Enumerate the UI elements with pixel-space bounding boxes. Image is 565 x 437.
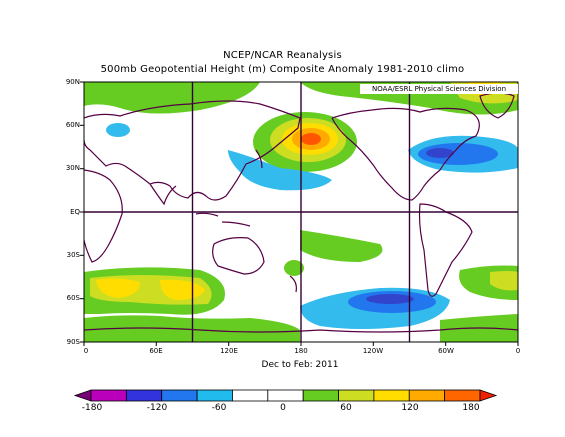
- coast-newzealand: [289, 275, 297, 293]
- lat-label-30n: 30N: [65, 164, 80, 172]
- lat-label-eq: EQ: [70, 208, 80, 216]
- coast-antarctica: [84, 327, 518, 333]
- colorbar-label-m180: -180: [81, 403, 103, 413]
- chart-title: NCEP/NCAR Reanalysis: [223, 50, 342, 61]
- chart-subtitle: 500mb Geopotential Height (m) Composite …: [100, 64, 465, 75]
- lat-label-90s: 90S: [66, 338, 80, 346]
- colorbar-swatch: [125, 389, 163, 402]
- lat-label-90n: 90N: [65, 78, 80, 86]
- colorbar-label-180: 180: [462, 403, 480, 413]
- anomaly-sh-yellow-2: [160, 279, 205, 300]
- lat-label-60s: 60S: [66, 294, 80, 302]
- coast-indonesia: [195, 212, 251, 227]
- lon-label-120e: 120E: [220, 347, 238, 355]
- anomaly-npac-red: [301, 133, 321, 145]
- coast-africa: [84, 169, 123, 263]
- lat-label-30s: 30S: [66, 251, 80, 259]
- colorbar-swatch: [232, 389, 269, 402]
- lon-label-60e: 60E: [149, 347, 163, 355]
- colorbar-left-arrow: [73, 389, 92, 402]
- coast-india: [149, 183, 177, 206]
- anomaly-sh-pacific-green: [300, 230, 383, 262]
- colorbar-label-60: 60: [340, 403, 352, 413]
- credit-label: NOAA/ESRL Physical Sciences Division: [360, 84, 518, 94]
- colorbar-label-m60: -60: [211, 403, 227, 413]
- anomaly-spac-dark: [366, 294, 414, 304]
- colorbar-right-arrow: [479, 389, 498, 402]
- colorbar-label-120: 120: [401, 403, 419, 413]
- colorbar-label-m120: -120: [146, 403, 168, 413]
- lon-label-120w: 120W: [362, 347, 384, 355]
- colorbar-swatch: [90, 389, 127, 402]
- anomaly-sh-small-green: [284, 260, 304, 276]
- lat-label-60n: 60N: [65, 121, 80, 129]
- anomaly-sh-yellow: [96, 278, 140, 298]
- colorbar-swatch: [373, 389, 410, 402]
- colorbar-swatch: [408, 389, 446, 402]
- coastlines: [84, 92, 518, 333]
- anomaly-atl-dark: [426, 148, 454, 158]
- coast-north-america: [331, 107, 480, 201]
- period-label: Dec to Feb: 2011: [261, 360, 339, 370]
- colorbar-swatch: [161, 389, 198, 402]
- graticule: [84, 82, 518, 342]
- colorbar-label-0: 0: [280, 403, 286, 413]
- coast-australia: [212, 237, 265, 275]
- colorbar-swatch: [267, 389, 304, 402]
- anomaly-sh-atl-yellowgreen: [490, 271, 518, 291]
- anomaly-arctic-green: [84, 82, 260, 114]
- lon-label-180: 180: [294, 347, 308, 355]
- colorbar-swatch: [338, 389, 375, 402]
- colorbar-swatch: [302, 389, 339, 402]
- axis-ticks: [80, 81, 519, 346]
- coast-japan: [255, 149, 263, 169]
- lon-label-0-east: 0: [515, 347, 521, 355]
- lon-label-60w: 60W: [438, 347, 454, 355]
- coast-eurasia: [84, 100, 301, 201]
- colorbar-swatch: [444, 389, 481, 402]
- lon-label-0: 0: [83, 347, 89, 355]
- colorbar-swatch: [196, 389, 233, 402]
- coast-south-america: [418, 203, 473, 297]
- anomaly-europe-blue: [106, 123, 130, 137]
